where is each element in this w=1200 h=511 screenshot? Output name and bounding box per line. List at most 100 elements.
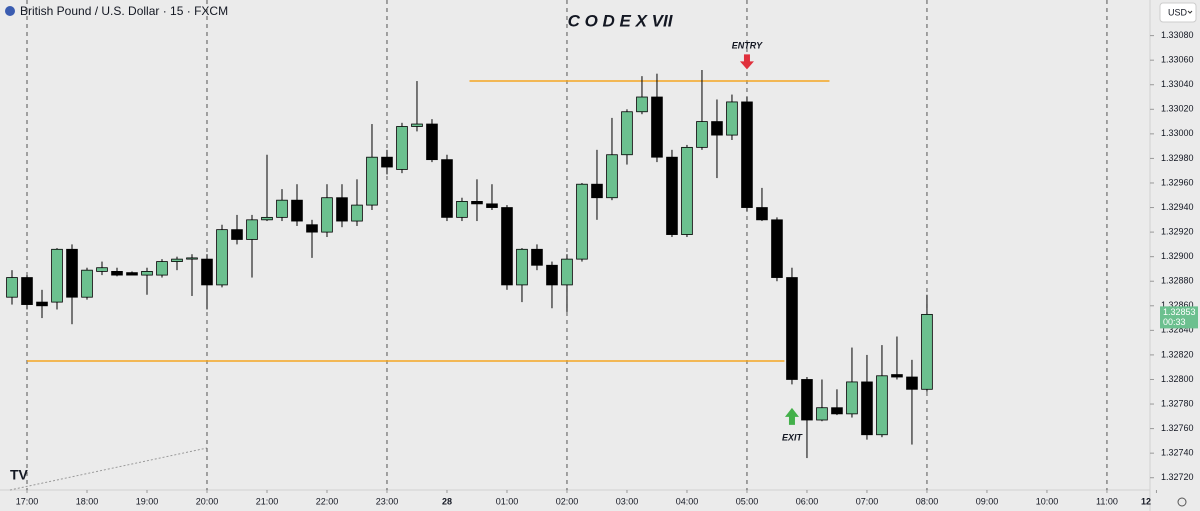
watermark: C O D E X VII <box>568 11 674 30</box>
candle-body <box>51 248 63 303</box>
candle-body <box>306 224 318 233</box>
x-tick-label: 04:00 <box>676 496 699 506</box>
candle-body <box>531 248 543 266</box>
y-tick-label: 1.33000 <box>1161 128 1194 138</box>
y-tick-label: 1.33020 <box>1161 104 1194 114</box>
x-tick-label: 07:00 <box>856 496 879 506</box>
y-tick-label: 1.33080 <box>1161 30 1194 40</box>
candle-body <box>846 381 858 415</box>
candle-body <box>501 207 513 286</box>
candle-body <box>216 229 228 286</box>
candle-body <box>891 374 903 378</box>
candle-body <box>606 154 618 199</box>
x-tick-label: 18:00 <box>76 496 99 506</box>
dropdown-caret <box>1187 10 1193 14</box>
candle-body <box>411 123 423 127</box>
candle-body <box>591 183 603 199</box>
candle-body <box>876 375 888 436</box>
candle-body <box>681 146 693 235</box>
exit-arrow <box>784 407 799 425</box>
x-tick-label: 20:00 <box>196 496 219 506</box>
x-tick-label: 17:00 <box>16 496 39 506</box>
x-tick-label: 03:00 <box>616 496 639 506</box>
candle-body <box>861 381 873 436</box>
candle-body <box>816 407 828 421</box>
candle-body <box>756 207 768 221</box>
x-tick-label: 22:00 <box>316 496 339 506</box>
candle-body <box>66 248 78 298</box>
x-tick-label: 06:00 <box>796 496 819 506</box>
candle-body <box>321 197 333 233</box>
candle-body <box>231 229 243 240</box>
candle-body <box>471 201 483 205</box>
y-tick-label: 1.32880 <box>1161 276 1194 286</box>
candle-body <box>276 199 288 218</box>
candle-body <box>351 204 363 222</box>
candle-body <box>246 219 258 240</box>
x-tick-label: 28 <box>442 496 452 506</box>
candle-body <box>456 201 468 218</box>
candle-body <box>801 379 813 421</box>
y-tick-label: 1.32900 <box>1161 251 1194 261</box>
logo: TV <box>10 467 29 483</box>
candle-body <box>441 159 453 218</box>
candle-body <box>906 376 918 390</box>
candle-body <box>561 258 573 286</box>
candle-body <box>126 272 138 276</box>
last-price-box <box>1160 306 1198 329</box>
annotation-label: EXIT <box>782 432 804 442</box>
y-tick-label: 1.32720 <box>1161 472 1194 482</box>
candle-body <box>366 156 378 206</box>
y-tick-label: 1.33060 <box>1161 55 1194 65</box>
x-tick-label: 01:00 <box>496 496 519 506</box>
x-tick-label: 23:00 <box>376 496 399 506</box>
y-tick-label: 1.32920 <box>1161 226 1194 236</box>
candle-body <box>621 111 633 156</box>
y-tick-label: 1.32820 <box>1161 349 1194 359</box>
x-tick-label: 11:00 <box>1096 496 1118 506</box>
candle-body <box>831 407 843 415</box>
settings-icon[interactable] <box>1177 497 1187 507</box>
candle-body <box>651 96 663 158</box>
y-tick-label: 1.32860 <box>1161 300 1194 310</box>
candle-body <box>156 261 168 276</box>
candle-body <box>291 199 303 222</box>
drawing-line <box>9 447 208 491</box>
countdown-label: 00:33 <box>1163 317 1186 327</box>
candle-body <box>726 101 738 136</box>
candle-body <box>486 203 498 208</box>
candle-body <box>336 197 348 222</box>
currency-selector[interactable] <box>1159 2 1197 23</box>
candle-body <box>6 277 18 298</box>
y-tick-label: 1.32760 <box>1161 423 1194 433</box>
x-tick-label: 09:00 <box>976 496 999 506</box>
last-price-label: 1.32853 <box>1163 307 1196 317</box>
candle-body <box>576 183 588 260</box>
annotation-label: ENTRY <box>732 41 763 51</box>
candle-body <box>426 123 438 161</box>
x-tick-label: 05:00 <box>736 496 759 506</box>
y-tick-label: 1.32980 <box>1161 153 1194 163</box>
candle-body <box>141 271 153 276</box>
y-tick-label: 1.32960 <box>1161 177 1194 187</box>
candle-body <box>696 121 708 148</box>
candle-body <box>111 271 123 276</box>
candle-body <box>546 264 558 286</box>
x-tick-label: 02:00 <box>556 496 579 506</box>
candle-body <box>96 267 108 272</box>
symbol-icon <box>5 6 15 16</box>
candle-body <box>201 258 213 286</box>
y-tick-label: 1.32740 <box>1161 448 1194 458</box>
entry-arrow <box>739 54 754 70</box>
y-tick-label: 1.32940 <box>1161 202 1194 212</box>
y-tick-label: 1.33040 <box>1161 79 1194 89</box>
candle-body <box>171 258 183 262</box>
symbol-title: British Pound / U.S. Dollar · 15 · FXCM <box>20 4 228 18</box>
candle-body <box>186 257 198 260</box>
candle-body <box>21 277 33 305</box>
candle-body <box>396 126 408 170</box>
x-tick-label: 21:00 <box>256 496 279 506</box>
candle-body <box>516 248 528 286</box>
